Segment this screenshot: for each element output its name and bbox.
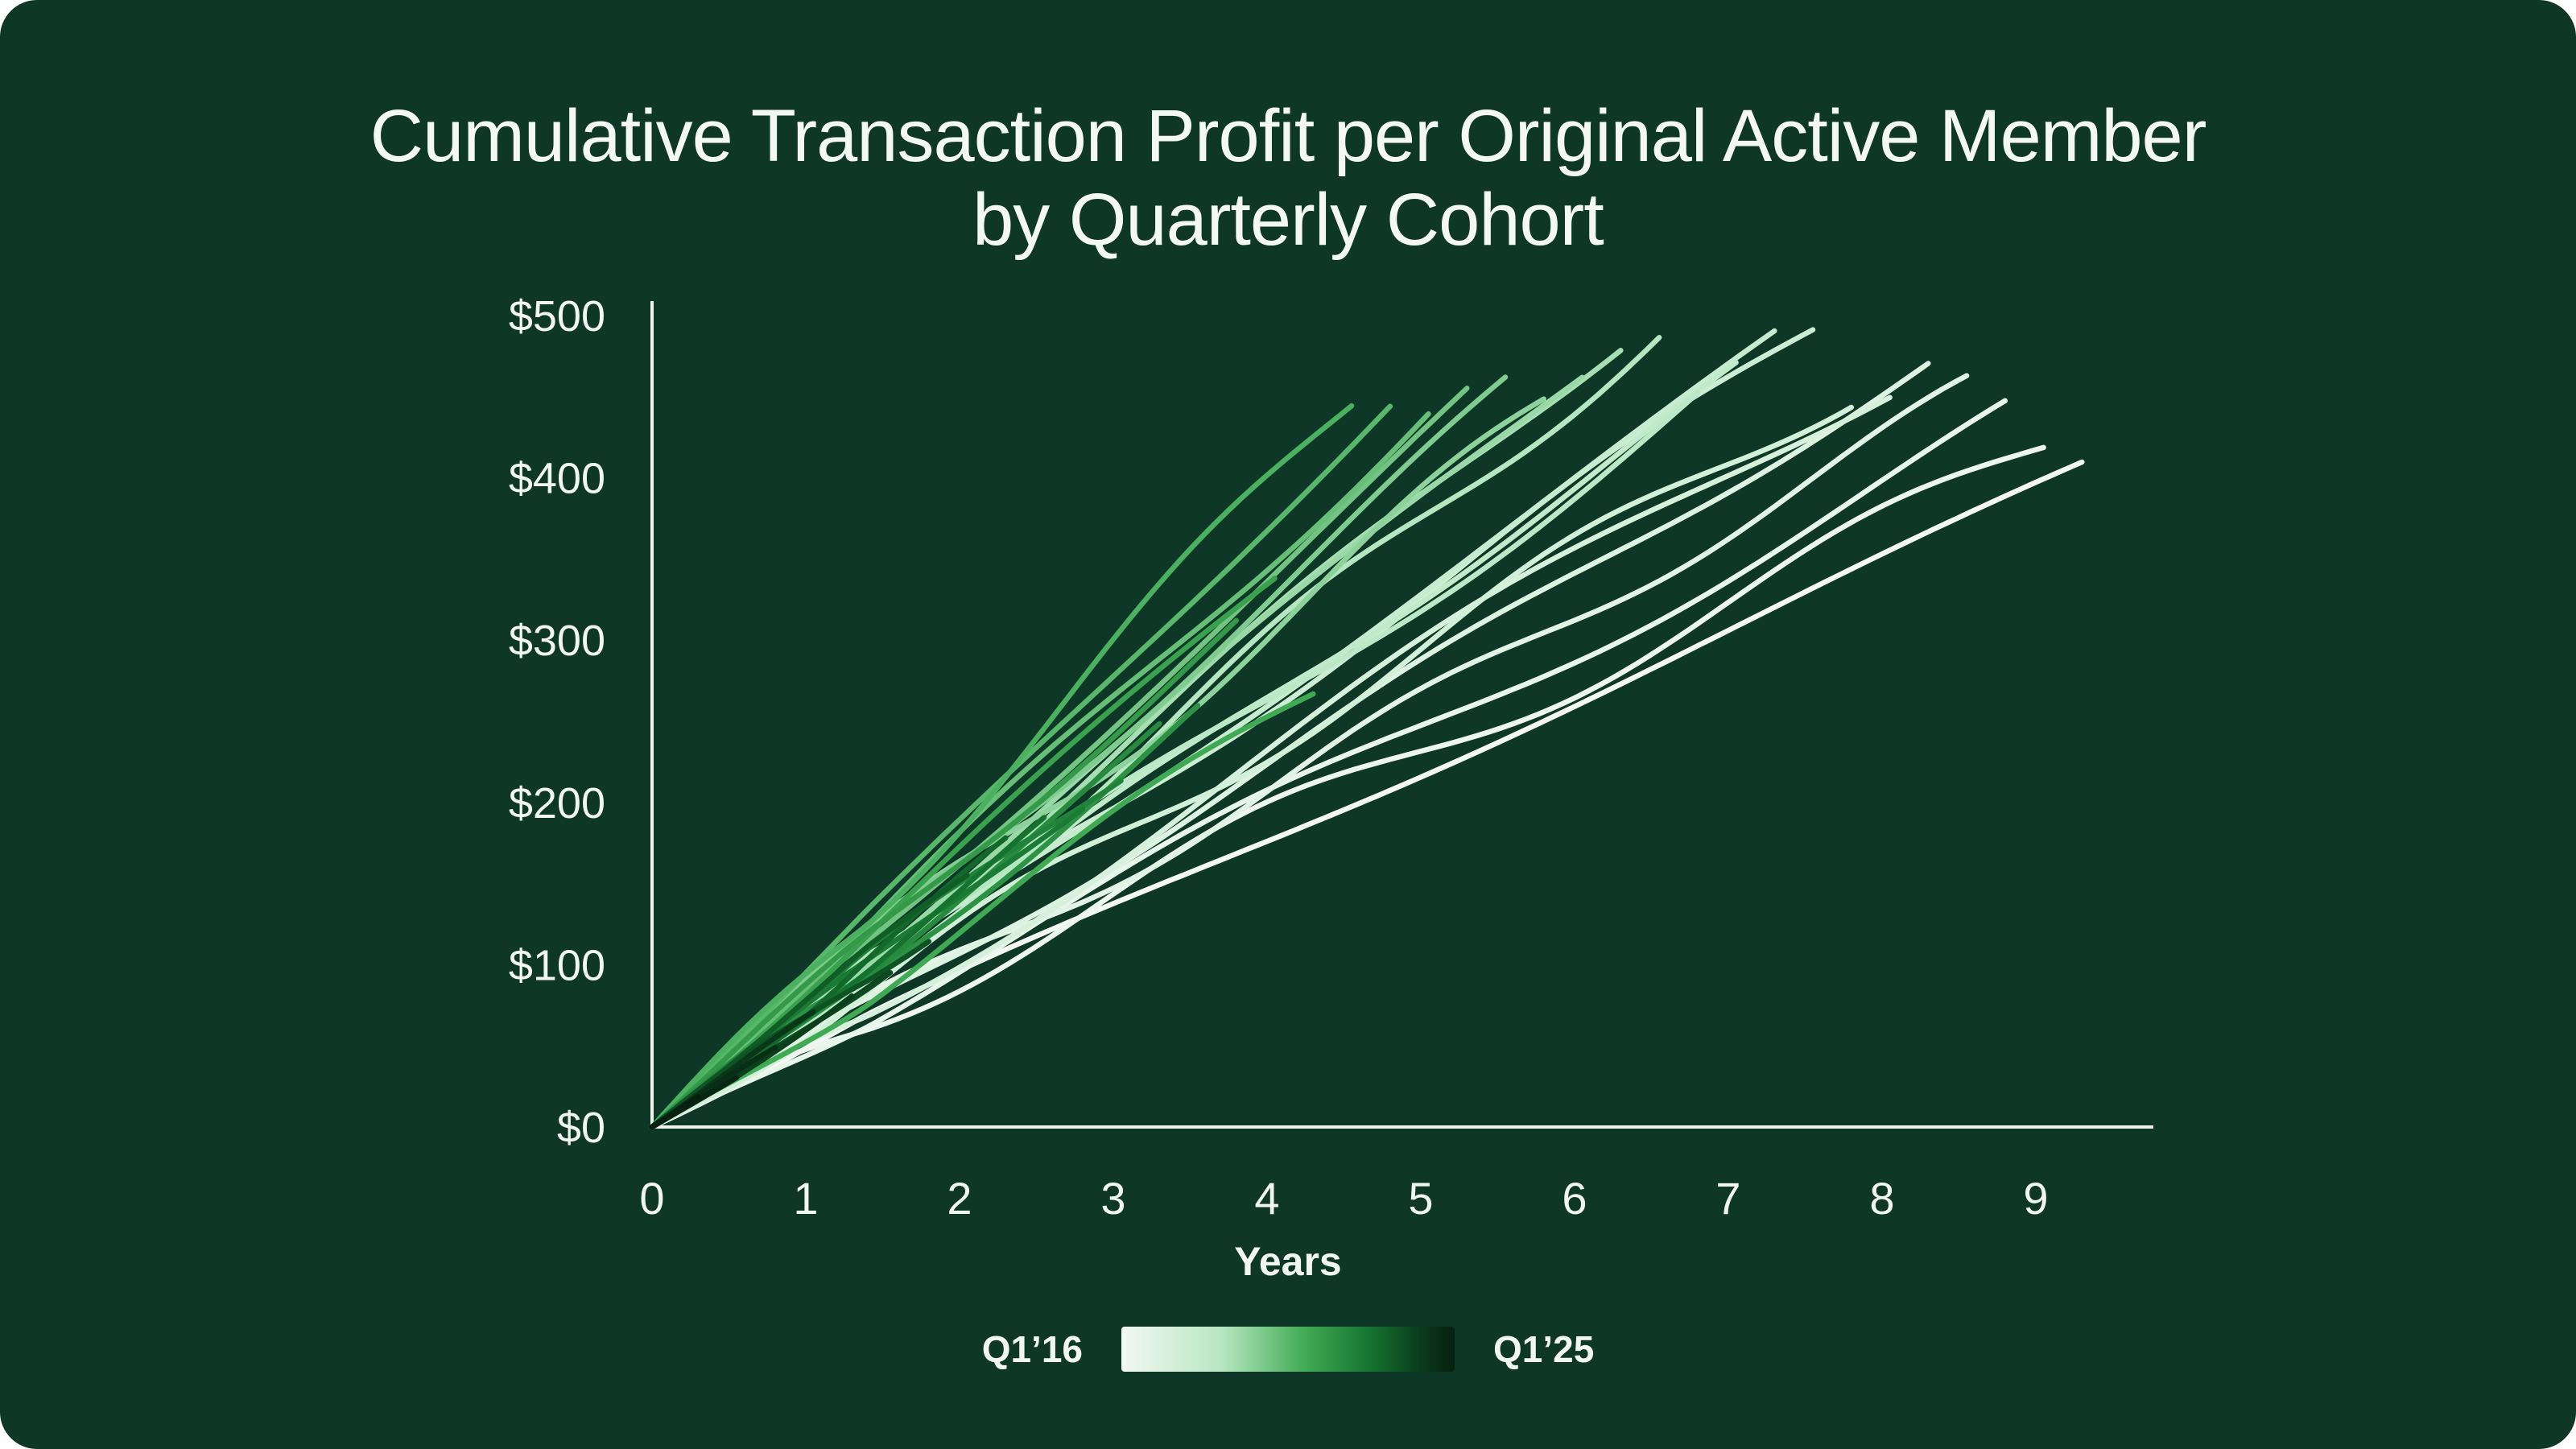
- cohort-line: [649, 691, 1316, 1130]
- cohort-line: [649, 617, 1240, 1130]
- legend-gradient-bar: [1121, 1327, 1455, 1372]
- x-tick-label: 8: [1869, 1173, 1894, 1224]
- legend: Q1’16 Q1’25: [0, 1327, 2576, 1372]
- y-tick-label: $500: [509, 292, 605, 341]
- cohort-line: [649, 404, 1855, 1130]
- cohort-line: [649, 403, 1393, 1130]
- x-tick-label: 6: [1562, 1173, 1587, 1224]
- cohort-line: [649, 374, 1509, 1130]
- x-tick-label: 1: [793, 1173, 818, 1224]
- y-tick-label: $0: [557, 1104, 605, 1152]
- x-tick-label: 3: [1100, 1173, 1125, 1224]
- cohort-line: [649, 402, 1355, 1130]
- x-tick-label: 5: [1408, 1173, 1433, 1224]
- cohort-line: [649, 411, 1431, 1130]
- legend-end-label: Q1’25: [1493, 1328, 1595, 1370]
- cohort-line: [649, 1094, 701, 1130]
- x-axis-label: Years: [1234, 1239, 1342, 1284]
- y-tick-label: $400: [509, 455, 605, 503]
- y-tick-label: $100: [509, 941, 605, 989]
- x-tick-label: 4: [1254, 1173, 1279, 1224]
- y-tick-label: $300: [509, 617, 605, 665]
- x-tick-label: 9: [2023, 1173, 2048, 1224]
- x-tick-label: 7: [1715, 1173, 1740, 1224]
- legend-start-label: Q1’16: [981, 1328, 1083, 1370]
- chart-title: Cumulative Transaction Profit per Origin…: [0, 95, 2576, 262]
- cohort-line: [649, 398, 2008, 1130]
- x-tick-label: 0: [639, 1173, 664, 1224]
- cohort-line: [649, 444, 2046, 1130]
- cohort-line: [649, 394, 1893, 1130]
- y-tick-label: $200: [509, 779, 605, 828]
- chart-title-line1: Cumulative Transaction Profit per Origin…: [369, 95, 2207, 177]
- chart-title-line2: by Quarterly Cohort: [972, 178, 1604, 261]
- x-tick-label: 2: [947, 1173, 972, 1224]
